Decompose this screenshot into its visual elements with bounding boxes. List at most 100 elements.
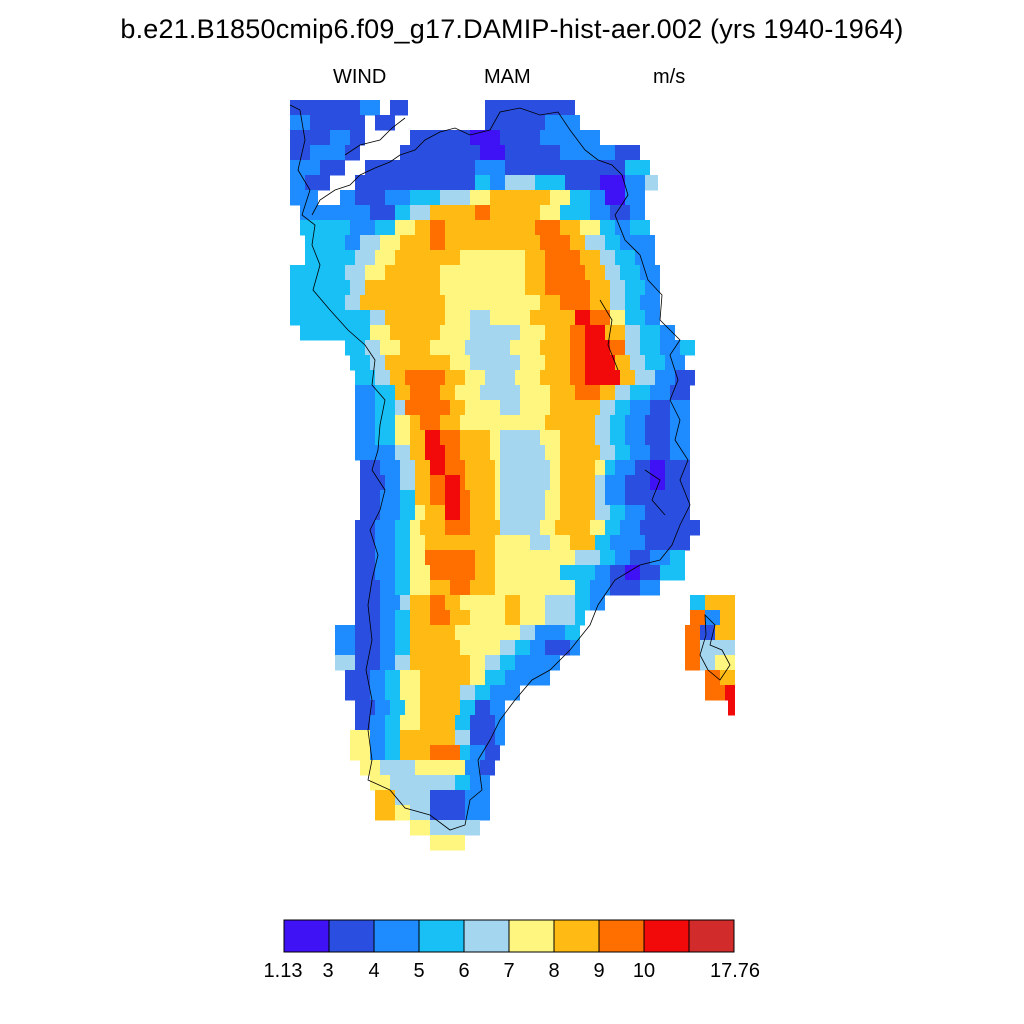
map-cells: [290, 100, 735, 851]
map-cell: [545, 640, 570, 656]
map-cell: [410, 385, 440, 401]
map-cell: [505, 145, 560, 161]
map-cell: [410, 595, 430, 611]
map-cell: [365, 265, 385, 281]
map-cell: [690, 595, 705, 611]
map-cell: [355, 520, 375, 536]
map-cell: [485, 745, 500, 761]
map-cell: [575, 400, 600, 416]
map-cell: [485, 655, 500, 671]
map-cell: [395, 550, 410, 566]
map-cell: [445, 490, 460, 506]
map-cell: [525, 280, 545, 296]
map-cell: [495, 505, 500, 521]
map-cell: [550, 400, 575, 416]
map-cell: [470, 775, 490, 791]
map-cell: [670, 400, 690, 416]
map-cell: [330, 130, 350, 146]
map-cell: [650, 445, 670, 461]
map-cell: [375, 805, 395, 821]
map-cell: [570, 355, 585, 371]
map-cell: [545, 490, 560, 506]
map-cell: [320, 295, 345, 311]
map-cell: [375, 790, 395, 806]
map-cell: [490, 685, 510, 701]
colorbar-tick-label: 8: [548, 960, 560, 982]
map-cell: [355, 550, 375, 566]
map-cell: [490, 310, 530, 326]
map-cell: [445, 370, 465, 386]
map-cell: [465, 790, 490, 806]
map-cell: [290, 265, 320, 281]
map-cell: [460, 475, 465, 491]
map-cell: [630, 550, 650, 566]
colorbar-box: [373, 919, 420, 953]
map-cell: [310, 115, 345, 131]
map-cell: [370, 205, 395, 221]
map-cell: [475, 160, 505, 176]
map-cell: [365, 280, 385, 296]
map-cell: [455, 730, 470, 746]
map-cell: [460, 415, 500, 431]
map-cell: [350, 280, 365, 296]
map-cell: [590, 310, 610, 326]
map-cell: [510, 340, 540, 356]
map-cell: [385, 715, 400, 731]
map-cell: [545, 280, 590, 296]
map-cell: [450, 670, 470, 686]
map-cell: [470, 310, 490, 326]
map-cell: [500, 130, 540, 146]
map-cell: [650, 385, 670, 401]
colorbar-box: [688, 919, 735, 953]
colorbar-box: [643, 919, 690, 953]
map-cell: [500, 460, 550, 476]
map-cell: [440, 640, 460, 656]
coastline: [289, 104, 731, 831]
map-cell: [410, 805, 430, 821]
map-cell: [345, 115, 365, 131]
map-cell: [500, 655, 515, 671]
map-cell: [350, 730, 370, 746]
map-cell: [345, 310, 370, 326]
map-cell: [610, 310, 625, 326]
map-cell: [290, 145, 310, 161]
map-cell: [585, 370, 620, 386]
map-cell: [540, 235, 570, 251]
map-cell: [400, 235, 430, 251]
map-cell: [600, 445, 615, 461]
map-cell: [625, 295, 640, 311]
map-cell: [540, 430, 560, 446]
map-cell: [505, 670, 520, 686]
map-cell: [490, 205, 540, 221]
map-cell: [705, 610, 720, 626]
map-cell: [425, 550, 475, 566]
map-cell: [370, 325, 390, 341]
map-cell: [400, 460, 415, 476]
map-cell: [340, 250, 355, 266]
map-cell: [505, 190, 550, 206]
map-cell: [595, 490, 605, 506]
map-cell: [615, 355, 630, 371]
map-cell: [500, 640, 515, 656]
map-cell: [540, 520, 555, 536]
map-cell: [380, 340, 400, 356]
map-cell: [600, 385, 615, 401]
map-cell: [655, 490, 670, 506]
map-cell: [465, 370, 485, 386]
map-cell: [575, 550, 600, 566]
map-cell: [645, 535, 690, 551]
map-cell: [550, 385, 575, 401]
map-cell: [625, 505, 645, 521]
map-cell: [640, 520, 700, 536]
map-cell: [645, 415, 670, 431]
map-cell: [395, 580, 410, 596]
map-cell: [355, 640, 380, 656]
map-cell: [455, 715, 470, 731]
map-cell: [475, 205, 490, 221]
map-cell: [395, 655, 410, 671]
map-cell: [430, 565, 475, 581]
map-cell: [690, 610, 705, 626]
map-cell: [560, 220, 580, 236]
map-cell: [560, 430, 595, 446]
